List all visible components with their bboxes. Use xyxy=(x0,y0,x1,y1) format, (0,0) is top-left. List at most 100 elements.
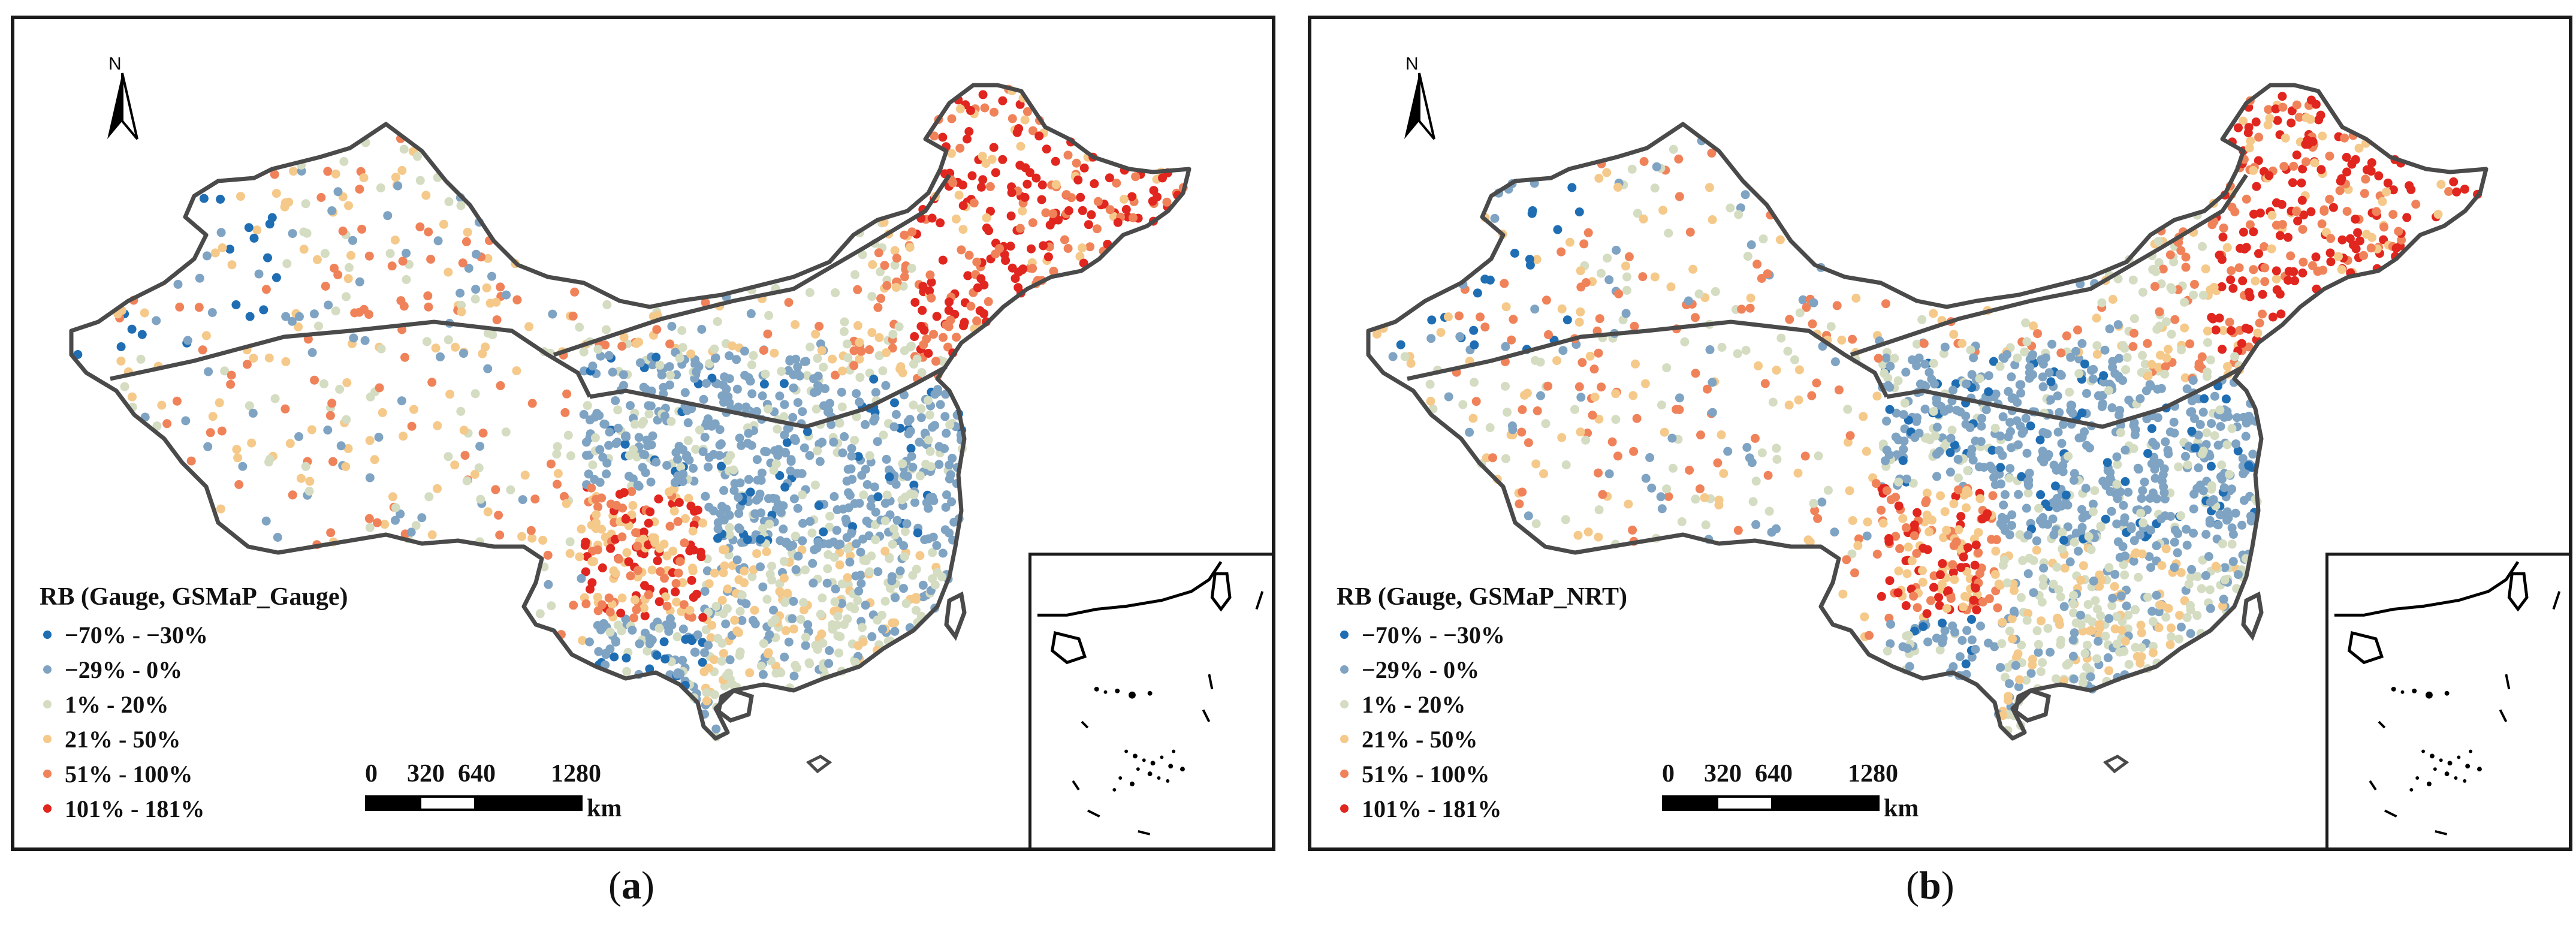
station-point xyxy=(208,412,218,421)
station-point xyxy=(570,287,580,297)
station-point xyxy=(136,354,146,364)
station-point xyxy=(2121,365,2131,375)
station-point xyxy=(580,541,590,550)
station-point xyxy=(2068,599,2078,608)
station-point xyxy=(2209,495,2218,505)
station-point xyxy=(391,515,400,525)
station-point xyxy=(776,508,786,517)
station-point xyxy=(2128,342,2138,351)
station-point xyxy=(1750,433,1760,443)
station-point xyxy=(1662,363,1672,373)
station-point xyxy=(2301,140,2310,149)
station-point xyxy=(1920,405,1930,414)
station-point xyxy=(2225,470,2234,479)
station-point xyxy=(1950,575,1959,584)
station-point xyxy=(2374,171,2384,180)
station-point xyxy=(844,488,853,497)
station-point xyxy=(2292,100,2301,110)
station-point xyxy=(2011,660,2020,670)
station-point xyxy=(688,526,698,536)
station-point xyxy=(1945,467,1955,477)
station-point xyxy=(2083,600,2093,610)
station-point xyxy=(678,343,687,352)
station-point xyxy=(320,249,330,258)
station-point xyxy=(2086,672,2095,681)
station-point xyxy=(1743,252,1752,261)
station-point xyxy=(575,322,584,332)
station-point xyxy=(2014,490,2023,499)
station-point xyxy=(910,298,920,307)
station-point xyxy=(2028,370,2037,379)
station-point xyxy=(2053,391,2062,401)
station-point xyxy=(722,671,731,680)
station-point xyxy=(1705,345,1715,354)
station-point xyxy=(227,370,236,380)
station-point xyxy=(2002,578,2012,588)
station-point xyxy=(343,274,353,283)
station-point xyxy=(850,657,860,667)
station-point xyxy=(2023,609,2033,618)
station-point xyxy=(2058,544,2067,554)
station-point xyxy=(2113,320,2123,330)
station-point xyxy=(1632,414,1642,423)
station-point xyxy=(1760,379,1770,388)
station-point xyxy=(2096,522,2106,532)
station-point xyxy=(2107,601,2117,611)
station-point xyxy=(2010,360,2020,370)
station-point xyxy=(242,360,252,369)
station-point xyxy=(725,655,735,665)
station-point xyxy=(2148,617,2158,626)
station-point xyxy=(916,404,926,414)
station-point xyxy=(954,191,964,200)
station-point xyxy=(2297,178,2306,188)
station-point xyxy=(764,310,774,320)
station-point xyxy=(719,609,728,619)
station-point xyxy=(1015,161,1025,170)
station-point xyxy=(2099,371,2109,381)
station-point xyxy=(2143,449,2153,458)
station-point xyxy=(543,550,553,560)
station-point xyxy=(684,456,694,465)
station-point xyxy=(2182,613,2192,622)
station-point xyxy=(754,493,764,503)
station-point xyxy=(769,605,778,615)
station-point xyxy=(818,593,827,603)
station-point xyxy=(734,493,743,502)
station-point xyxy=(1961,659,1971,669)
station-point xyxy=(660,574,669,583)
station-point xyxy=(2112,640,2122,649)
station-point xyxy=(2306,207,2316,216)
station-point xyxy=(2089,364,2098,374)
station-point xyxy=(2237,339,2246,348)
island-taiwan xyxy=(2241,591,2264,641)
station-point xyxy=(729,486,739,495)
station-point xyxy=(700,433,710,442)
station-point xyxy=(204,367,213,376)
station-point xyxy=(2138,351,2147,360)
station-point xyxy=(310,375,319,385)
station-point xyxy=(947,149,956,158)
station-point xyxy=(1596,269,1606,278)
station-point xyxy=(611,636,620,646)
station-point xyxy=(1918,566,1927,575)
station-point xyxy=(1708,408,1717,417)
station-point xyxy=(1984,638,1993,648)
station-point xyxy=(1525,260,1535,270)
station-point xyxy=(1628,525,1637,535)
station-point xyxy=(1863,517,1872,527)
station-point xyxy=(2022,675,2031,685)
station-point xyxy=(2335,186,2345,195)
island-hainan xyxy=(716,688,754,723)
station-point xyxy=(946,315,955,325)
station-point xyxy=(2137,643,2146,652)
station-point xyxy=(424,227,433,237)
station-point xyxy=(955,104,965,114)
station-point xyxy=(247,438,257,448)
station-point xyxy=(2113,494,2122,503)
station-point xyxy=(916,322,926,331)
station-point xyxy=(853,285,862,294)
station-point xyxy=(496,282,505,292)
station-point xyxy=(1674,154,1684,164)
station-point xyxy=(1942,604,1951,613)
station-point xyxy=(593,621,602,630)
